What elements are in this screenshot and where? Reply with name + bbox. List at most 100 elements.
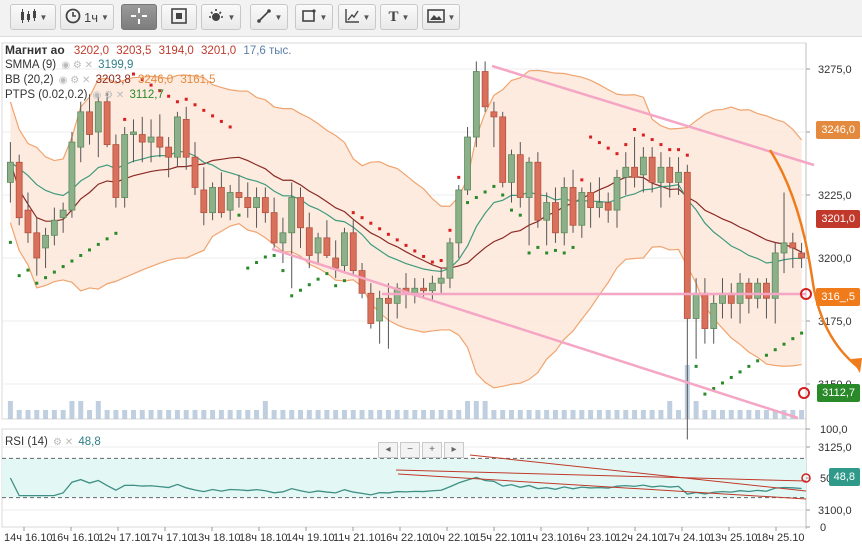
- line-tool-button[interactable]: ▼: [250, 4, 288, 30]
- rsi-trend-line-upper: [395, 469, 807, 482]
- indicators-button[interactable]: ▼: [201, 4, 241, 30]
- candle-up: [596, 202, 603, 208]
- ptps-dot: [360, 216, 364, 220]
- chart-canvas[interactable]: 3100,03125,03150,03175,03200,03225,03250…: [0, 37, 862, 547]
- candle-up: [780, 242, 788, 254]
- candle-down: [297, 197, 304, 229]
- scroll-left-button[interactable]: ◂: [378, 442, 398, 458]
- time-tick-label: 17ч 24.10: [662, 532, 711, 544]
- candle-up: [253, 197, 260, 209]
- volume-bar: [799, 410, 805, 419]
- candle-down: [323, 237, 331, 256]
- rsi-trend-line-top: [469, 454, 807, 492]
- candle-down: [789, 242, 797, 249]
- ptps-dot: [527, 251, 531, 255]
- ptps-dot: [650, 138, 654, 142]
- timeframe-label: 1ч: [84, 9, 99, 25]
- volume-bar: [87, 410, 93, 419]
- chart-area[interactable]: 3100,03125,03150,03175,03200,03225,03250…: [0, 37, 862, 547]
- ptps-dot: [703, 392, 707, 396]
- volume-bar: [25, 410, 31, 419]
- candle-up: [6, 161, 14, 183]
- time-tick-label: 14ч 16.10: [4, 532, 53, 544]
- ptps-name: PTPS (0.02,0.2): [5, 89, 88, 101]
- volume-bar: [403, 410, 409, 419]
- visibility-icon[interactable]: ◉ ⚙ ✕: [92, 90, 125, 101]
- chevron-down-icon: ▼: [319, 12, 328, 22]
- volume-bar: [78, 401, 84, 419]
- chevron-down-icon: ▼: [447, 12, 456, 22]
- ptps-dot: [140, 78, 144, 82]
- volume-bar: [746, 410, 752, 419]
- time-tick-label: 11ч 23.10: [521, 532, 569, 544]
- scroll-right-button[interactable]: ▸: [444, 442, 464, 458]
- volume-bar: [245, 410, 251, 419]
- line-tool-icon: [256, 8, 272, 27]
- bb-upper-price-label: 3246,0: [816, 121, 860, 139]
- bb-lower-value: 3161,5: [180, 74, 216, 86]
- candle-down: [244, 197, 252, 209]
- ptps-dot: [474, 196, 478, 200]
- image-button[interactable]: ▼: [422, 4, 460, 30]
- settings-icon[interactable]: ⚙ ✕: [53, 437, 74, 448]
- ptps-dot: [553, 248, 557, 252]
- volume-bar: [34, 410, 40, 419]
- volume-bar: [324, 410, 330, 419]
- volume-bar: [649, 410, 655, 419]
- bollinger-upper-line: [9, 69, 803, 207]
- zoom-in-button[interactable]: +: [422, 442, 442, 458]
- candle-up: [692, 292, 700, 319]
- zoom-out-button[interactable]: −: [400, 442, 420, 458]
- candle-up: [525, 161, 533, 198]
- candle-down: [261, 197, 269, 214]
- visibility-icon[interactable]: ◉ ⚙ ✕: [61, 60, 93, 71]
- ptps-dot: [307, 283, 311, 287]
- trend-tool-button[interactable]: ▼: [338, 4, 376, 30]
- bb-mid-value: 3203,8: [95, 74, 131, 86]
- candle-up: [754, 282, 762, 299]
- ptps-dot: [606, 146, 610, 150]
- time-tick-label: 16ч 23.10: [568, 532, 617, 544]
- candle-down: [200, 189, 208, 214]
- ptps-dot: [114, 231, 118, 235]
- chart-type-button[interactable]: ▼: [10, 4, 56, 30]
- volume-bar: [254, 410, 260, 419]
- timeframe-button[interactable]: 1ч ▼: [60, 4, 114, 30]
- volume-bar: [122, 410, 128, 419]
- frame-button[interactable]: [161, 4, 197, 30]
- volume-bar: [394, 410, 400, 419]
- ptps-dot: [641, 133, 645, 137]
- instrument-legend: Магнит ао 3202,0 3203,5 3194,0 3201,0 17…: [5, 43, 291, 57]
- rectangle-tool-button[interactable]: ▼: [295, 4, 333, 30]
- ptps-dot: [26, 268, 30, 272]
- candle-up: [771, 252, 779, 299]
- candle-up: [657, 166, 665, 183]
- ptps-dot: [518, 213, 522, 217]
- ptps-dot: [61, 265, 65, 269]
- candle-down: [103, 101, 111, 146]
- visibility-icon[interactable]: ◉ ⚙ ✕: [58, 75, 91, 86]
- ptps-dot: [729, 375, 733, 379]
- volume-bar: [482, 401, 488, 419]
- text-tool-button[interactable]: T ▼: [380, 4, 418, 30]
- crosshair-button[interactable]: [121, 4, 157, 30]
- candle-up: [675, 171, 682, 183]
- smma-name: SMMA (9): [5, 59, 57, 71]
- ptps-dot: [237, 213, 241, 217]
- candle-up: [341, 232, 348, 266]
- open-value: 3202,0: [73, 45, 110, 57]
- ptps-dot: [422, 254, 426, 258]
- ptps-dot: [70, 259, 74, 263]
- candle-down: [156, 136, 164, 148]
- ptps-dot: [342, 279, 346, 283]
- ptps-dot: [369, 221, 373, 225]
- ptps-dot: [738, 370, 742, 374]
- ptps-dot: [800, 331, 804, 335]
- candle-down: [499, 116, 507, 183]
- ptps-dot: [580, 178, 584, 182]
- candle-down: [217, 187, 225, 214]
- trend-tool-icon: [344, 8, 360, 27]
- candle-down: [569, 187, 577, 226]
- candle-down: [516, 154, 524, 198]
- ptps-dot: [316, 277, 320, 281]
